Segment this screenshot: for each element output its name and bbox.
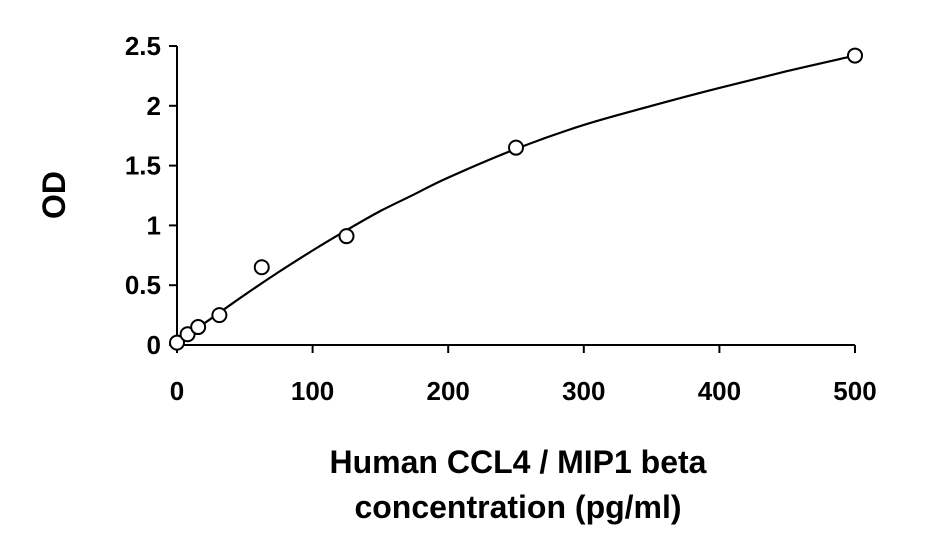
y-tick-label: 1.5 (125, 151, 161, 181)
x-tick-label: 200 (427, 376, 470, 406)
data-point (169, 334, 185, 351)
data-point (211, 307, 228, 324)
fit-curve (176, 54, 856, 344)
x-axis-ticks: 0 100 200 300 400 500 (170, 345, 877, 406)
data-point (190, 319, 207, 336)
x-tick-label: 0 (170, 376, 184, 406)
x-tick-label: 500 (833, 376, 876, 406)
data-point (508, 139, 524, 156)
x-tick-label: 100 (291, 376, 334, 406)
data-points (169, 47, 863, 351)
x-tick-label: 300 (562, 376, 605, 406)
data-point (847, 47, 863, 64)
y-axis-ticks: 0 0.5 1 1.5 2 2.5 (125, 31, 177, 360)
x-tick-label: 400 (698, 376, 741, 406)
y-tick-label: 0.5 (125, 270, 161, 300)
x-axis-title-line-2: concentration (pg/ml) (354, 489, 681, 525)
data-point (253, 259, 270, 276)
x-axis-title-line-1: Human CCL4 / MIP1 beta (330, 444, 707, 480)
y-tick-label: 0 (147, 330, 161, 360)
y-tick-label: 2.5 (125, 31, 161, 61)
axes (176, 46, 855, 346)
y-tick-label: 2 (147, 91, 161, 121)
y-tick-label: 1 (147, 210, 161, 240)
y-axis-title: OD (36, 171, 72, 219)
data-point (338, 228, 355, 245)
